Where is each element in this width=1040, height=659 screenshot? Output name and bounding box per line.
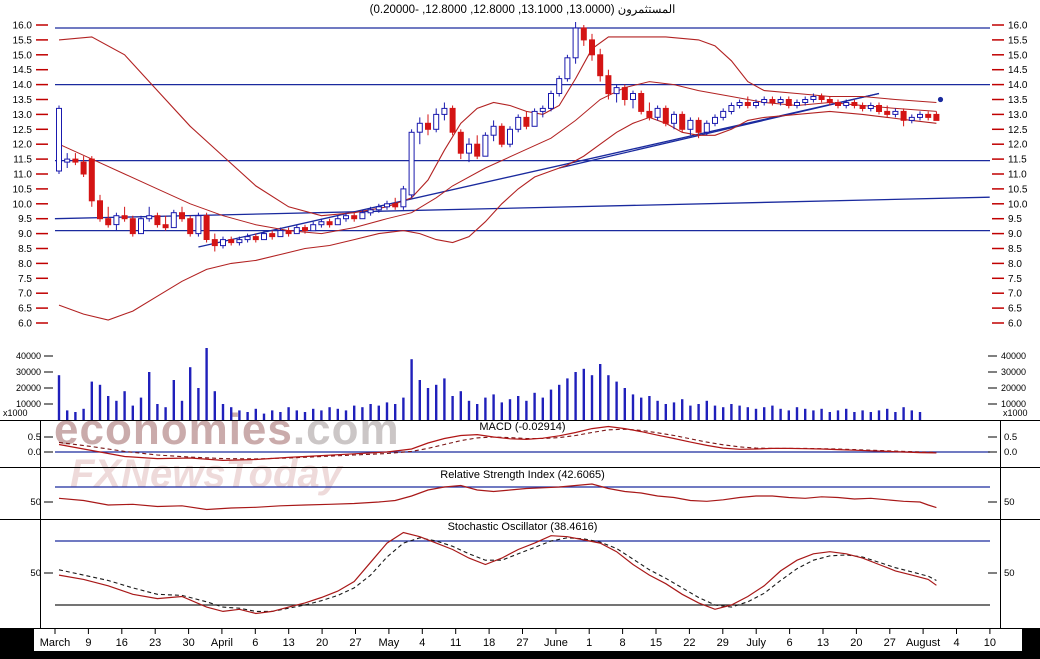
svg-text:13: 13 bbox=[283, 637, 295, 649]
svg-text:10.5: 10.5 bbox=[13, 184, 33, 195]
svg-text:11.5: 11.5 bbox=[13, 155, 32, 166]
svg-text:27: 27 bbox=[516, 637, 528, 649]
svg-text:10.0: 10.0 bbox=[1008, 199, 1028, 210]
svg-text:10000: 10000 bbox=[1001, 399, 1026, 409]
svg-text:9.5: 9.5 bbox=[1008, 214, 1022, 225]
svg-text:7.0: 7.0 bbox=[18, 289, 32, 300]
macd-panel-label: MACD (-0.02914) bbox=[479, 421, 566, 433]
svg-text:14.5: 14.5 bbox=[13, 65, 33, 76]
svg-text:14.5: 14.5 bbox=[1008, 65, 1028, 76]
svg-text:12.0: 12.0 bbox=[1008, 140, 1028, 151]
svg-text:9: 9 bbox=[85, 637, 91, 649]
svg-text:14.0: 14.0 bbox=[1008, 80, 1028, 91]
svg-text:9.5: 9.5 bbox=[18, 214, 32, 225]
svg-text:1: 1 bbox=[586, 637, 592, 649]
svg-text:11: 11 bbox=[450, 637, 461, 649]
svg-text:40000: 40000 bbox=[1001, 351, 1026, 361]
svg-text:50: 50 bbox=[1004, 568, 1015, 579]
svg-text:11.5: 11.5 bbox=[1008, 155, 1027, 166]
svg-text:13.0: 13.0 bbox=[13, 110, 33, 121]
svg-text:15.0: 15.0 bbox=[13, 50, 33, 61]
svg-text:13: 13 bbox=[817, 637, 829, 649]
svg-text:11.0: 11.0 bbox=[13, 170, 32, 181]
svg-text:20000: 20000 bbox=[1001, 383, 1026, 393]
stochastic-panel-label: Stochastic Oscillator (38.4616) bbox=[447, 521, 598, 533]
svg-text:15: 15 bbox=[650, 637, 662, 649]
svg-text:15.5: 15.5 bbox=[13, 35, 33, 46]
svg-text:x1000: x1000 bbox=[1003, 408, 1028, 418]
svg-text:6: 6 bbox=[252, 637, 258, 649]
svg-text:6.5: 6.5 bbox=[1008, 304, 1022, 315]
svg-text:29: 29 bbox=[717, 637, 729, 649]
svg-text:8.0: 8.0 bbox=[18, 259, 32, 270]
svg-text:9.0: 9.0 bbox=[18, 229, 32, 240]
svg-text:20000: 20000 bbox=[16, 383, 41, 393]
svg-text:30000: 30000 bbox=[1001, 367, 1026, 377]
svg-text:April: April bbox=[211, 637, 233, 649]
rsi-panel-label: Relative Strength Index (42.6065) bbox=[440, 469, 605, 481]
svg-text:10000: 10000 bbox=[16, 399, 41, 409]
svg-text:16.0: 16.0 bbox=[1008, 21, 1028, 32]
svg-text:20: 20 bbox=[316, 637, 328, 649]
svg-text:16.0: 16.0 bbox=[13, 21, 33, 32]
svg-text:50: 50 bbox=[1004, 497, 1015, 508]
svg-text:8.5: 8.5 bbox=[18, 244, 32, 255]
svg-text:13.5: 13.5 bbox=[1008, 95, 1028, 106]
svg-text:12.5: 12.5 bbox=[1008, 125, 1028, 136]
svg-text:15.5: 15.5 bbox=[1008, 35, 1028, 46]
svg-text:27: 27 bbox=[349, 637, 361, 649]
svg-text:July: July bbox=[746, 637, 766, 649]
svg-text:May: May bbox=[379, 637, 400, 649]
svg-text:6: 6 bbox=[787, 637, 793, 649]
svg-text:8.5: 8.5 bbox=[1008, 244, 1022, 255]
svg-text:10.0: 10.0 bbox=[13, 199, 33, 210]
svg-text:50: 50 bbox=[30, 497, 41, 508]
svg-text:15.0: 15.0 bbox=[1008, 50, 1028, 61]
svg-text:23: 23 bbox=[149, 637, 161, 649]
svg-text:x1000: x1000 bbox=[3, 408, 28, 418]
svg-text:8: 8 bbox=[620, 637, 626, 649]
svg-text:40000: 40000 bbox=[16, 351, 41, 361]
svg-text:0.5: 0.5 bbox=[1004, 432, 1017, 443]
svg-text:12.0: 12.0 bbox=[13, 140, 33, 151]
svg-text:7.5: 7.5 bbox=[1008, 274, 1022, 285]
svg-text:6.0: 6.0 bbox=[18, 319, 32, 330]
svg-text:20: 20 bbox=[850, 637, 862, 649]
svg-text:March: March bbox=[40, 637, 71, 649]
svg-text:August: August bbox=[906, 637, 940, 649]
svg-text:30: 30 bbox=[182, 637, 194, 649]
svg-text:7.5: 7.5 bbox=[18, 274, 32, 285]
svg-text:13.5: 13.5 bbox=[13, 95, 33, 106]
svg-text:0.5: 0.5 bbox=[28, 432, 41, 443]
svg-text:12.5: 12.5 bbox=[13, 125, 33, 136]
svg-text:16: 16 bbox=[116, 637, 128, 649]
svg-text:June: June bbox=[544, 637, 568, 649]
svg-text:0.0: 0.0 bbox=[28, 447, 41, 458]
svg-text:8.0: 8.0 bbox=[1008, 259, 1022, 270]
svg-text:11.0: 11.0 bbox=[1008, 170, 1027, 181]
svg-text:50: 50 bbox=[30, 568, 41, 579]
svg-text:9.0: 9.0 bbox=[1008, 229, 1022, 240]
svg-text:13.0: 13.0 bbox=[1008, 110, 1028, 121]
svg-text:6.5: 6.5 bbox=[18, 304, 32, 315]
svg-text:4: 4 bbox=[953, 637, 959, 649]
svg-text:10.5: 10.5 bbox=[1008, 184, 1028, 195]
svg-text:27: 27 bbox=[884, 637, 896, 649]
svg-text:18: 18 bbox=[483, 637, 495, 649]
svg-text:14.0: 14.0 bbox=[13, 80, 33, 91]
svg-text:6.0: 6.0 bbox=[1008, 319, 1022, 330]
svg-text:22: 22 bbox=[683, 637, 695, 649]
svg-text:0.0: 0.0 bbox=[1004, 447, 1017, 458]
svg-text:7.0: 7.0 bbox=[1008, 289, 1022, 300]
svg-text:10: 10 bbox=[984, 637, 996, 649]
svg-text:30000: 30000 bbox=[16, 367, 41, 377]
chart-title: المستثمرون (13.0000, 13.1000, 12.8000, 1… bbox=[369, 4, 676, 16]
svg-text:4: 4 bbox=[419, 637, 425, 649]
